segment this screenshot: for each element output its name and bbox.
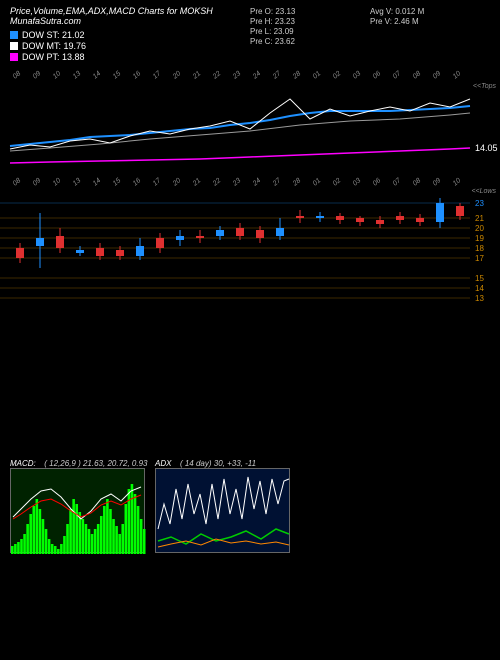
svg-text:10: 10 [52,70,63,80]
svg-text:01: 01 [312,177,323,187]
ohlc-info: Pre O: 23.13Pre H: 23.23Pre L: 23.09Pre … [250,6,370,63]
svg-text:09: 09 [32,70,43,80]
svg-text:13: 13 [475,294,484,303]
info-line: Avg V: 0.012 M [370,7,490,16]
legend-color-box [10,53,18,61]
svg-text:20: 20 [475,224,484,233]
macd-label: MACD: [10,459,36,468]
gap [0,308,500,458]
svg-text:23: 23 [231,70,242,81]
svg-text:28: 28 [291,177,302,188]
svg-text:20: 20 [171,177,182,188]
legend-label: DOW PT: 13.88 [22,52,85,62]
svg-text:23: 23 [475,199,484,208]
svg-text:22: 22 [211,70,222,81]
chart-title: Price,Volume,EMA,ADX,MACD Charts for MOK… [10,6,250,26]
svg-text:14.05: 14.05 [475,143,498,153]
svg-text:16: 16 [132,177,143,187]
legend-label: DOW ST: 21.02 [22,30,85,40]
svg-text:08: 08 [12,177,23,187]
svg-text:02: 02 [332,70,343,80]
panel2-label: <<Lows [471,188,496,195]
svg-text:15: 15 [112,177,123,187]
svg-text:01: 01 [312,70,323,80]
svg-text:08: 08 [12,70,23,80]
svg-text:14: 14 [92,177,103,187]
svg-text:21: 21 [191,70,202,81]
svg-text:19: 19 [475,234,484,243]
legend-color-box [10,31,18,39]
svg-text:22: 22 [211,177,222,188]
svg-text:23: 23 [231,177,242,188]
svg-text:15: 15 [112,70,123,80]
svg-text:17: 17 [475,254,484,263]
svg-text:21: 21 [191,177,202,188]
svg-text:03: 03 [352,70,363,80]
legend-item: DOW ST: 21.02 [10,30,250,40]
svg-text:21: 21 [475,214,484,223]
adx-block: ADX ( 14 day) 30, +33, -11 [155,458,296,553]
svg-text:16: 16 [132,70,143,80]
panel1-label: <<Tops [473,83,496,90]
svg-text:06: 06 [372,70,383,80]
macd-values: ( 12,26,9 ) 21.63, 20.72, 0.93 [44,459,147,468]
macd-block: MACD: ( 12,26,9 ) 21.63, 20.72, 0.93 [10,458,151,553]
svg-text:03: 03 [352,177,363,187]
svg-text:13: 13 [72,177,83,187]
svg-text:10: 10 [452,177,463,187]
candle-panel: <<Lows 23 2120191817 151413 [0,188,500,308]
legend-label: DOW MT: 19.76 [22,41,86,51]
svg-text:13: 13 [72,70,83,80]
adx-chart [155,468,290,553]
svg-text:09: 09 [32,177,43,187]
svg-text:06: 06 [372,177,383,187]
ema-panel: <<Tops 14.05 [0,81,500,176]
info-line: Pre V: 2.46 M [370,17,490,26]
svg-text:09: 09 [432,177,443,187]
svg-text:17: 17 [152,69,163,80]
header: Price,Volume,EMA,ADX,MACD Charts for MOK… [0,0,500,69]
svg-text:20: 20 [171,70,182,81]
svg-text:10: 10 [452,70,463,80]
svg-text:07: 07 [392,176,403,187]
svg-text:14: 14 [475,284,484,293]
x-axis-2: 08 09 10 13 14 15 16 17 20 21 22 23 24 27 28 01 02 03 06 07… [0,176,500,188]
svg-text:14: 14 [92,70,103,80]
legend-item: DOW MT: 19.76 [10,41,250,51]
info-line: Pre C: 23.62 [250,37,370,46]
info-line: Pre H: 23.23 [250,17,370,26]
info-line: Pre O: 23.13 [250,7,370,16]
svg-text:02: 02 [332,177,343,187]
svg-text:24: 24 [251,177,262,188]
svg-text:17: 17 [152,176,163,187]
macd-chart [10,468,145,553]
svg-text:10: 10 [52,177,63,187]
volume-info: Avg V: 0.012 MPre V: 2.46 M [370,6,490,63]
svg-text:28: 28 [291,70,302,81]
svg-text:09: 09 [432,70,443,80]
adx-values: ( 14 day) 30, +33, -11 [180,459,256,468]
info-line: Pre L: 23.09 [250,27,370,36]
adx-label: ADX [155,459,171,468]
svg-text:27: 27 [271,176,283,188]
svg-text:08: 08 [412,177,423,187]
svg-text:07: 07 [392,69,403,80]
svg-text:15: 15 [475,274,484,283]
svg-text:18: 18 [475,244,484,253]
x-axis: 08 09 10 13 14 15 16 17 20 21 22 23 24 27 28 01 02 03 06 07… [0,69,500,81]
legend-item: DOW PT: 13.88 [10,52,250,62]
indicator-row: MACD: ( 12,26,9 ) 21.63, 20.72, 0.93 ADX… [0,458,500,553]
svg-text:08: 08 [412,70,423,80]
legend-color-box [10,42,18,50]
svg-text:27: 27 [271,69,283,81]
legend: DOW ST: 21.02 DOW MT: 19.76 DOW PT: 13.8… [10,30,250,62]
svg-text:24: 24 [251,70,262,81]
